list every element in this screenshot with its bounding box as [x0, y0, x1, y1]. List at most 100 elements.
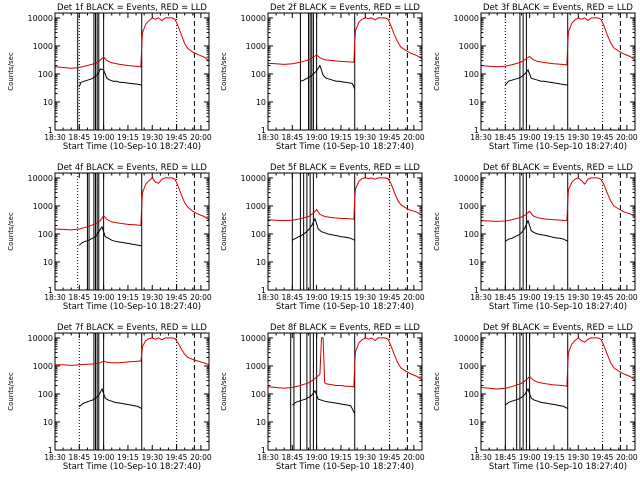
panel-title: Det 2f BLACK = Events, RED = LLD — [270, 3, 420, 13]
y-tick-label: 10000 — [241, 14, 266, 23]
panel-title: Det 9f BLACK = Events, RED = LLD — [483, 323, 633, 333]
x-tick-label: 19:15 — [330, 293, 352, 302]
x-axis-label: Start Time (10-Sep-10 18:27:40) — [63, 142, 201, 152]
x-tick-label: 18:30 — [257, 453, 279, 462]
y-tick-label: 100 — [464, 390, 479, 399]
series-line-lld — [55, 177, 209, 231]
y-tick-label: 1000 — [459, 42, 479, 51]
y-tick-label: 10 — [256, 258, 266, 267]
axes-frame — [480, 332, 636, 451]
y-tick-label: 10000 — [241, 174, 266, 183]
y-tick-label: 10 — [43, 258, 53, 267]
x-tick-label: 20:00 — [403, 453, 425, 462]
y-tick-label: 1000 — [246, 202, 266, 211]
x-tick-label: 19:00 — [93, 453, 115, 462]
x-axis-label: Start Time (10-Sep-10 18:27:40) — [276, 302, 414, 312]
x-tick-label: 19:30 — [567, 133, 589, 142]
y-axis-label: Counts/sec — [433, 372, 441, 411]
y-tick-label: 10000 — [28, 14, 53, 23]
y-tick-label: 10000 — [241, 334, 266, 343]
series-line-events — [504, 387, 568, 410]
x-axis-label: Start Time (10-Sep-10 18:27:40) — [489, 142, 627, 152]
y-tick-label: 1 — [474, 126, 479, 135]
x-tick-label: 18:45 — [495, 133, 517, 142]
x-tick-label: 19:15 — [543, 453, 565, 462]
x-tick-label: 19:00 — [519, 293, 541, 302]
y-axis-label: Counts/sec — [7, 212, 15, 251]
axes-frame — [267, 332, 423, 451]
detector-panel: 1 10 100 1000 10000 18:30 18:45 19:00 19:15 19:30… — [7, 163, 212, 312]
y-tick-label: 10000 — [454, 174, 479, 183]
series-line-events — [300, 64, 356, 89]
detector-panel: 1 10 100 1000 10000 18:30 18:45 19:00 19:15 19:30… — [433, 163, 638, 312]
detector-panel: 1 10 100 1000 10000 18:30 18:45 19:00 19:15 19:30… — [433, 3, 638, 152]
x-tick-label: 20:00 — [190, 453, 212, 462]
y-tick-label: 10 — [469, 258, 479, 267]
panel-title: Det 7f BLACK = Events, RED = LLD — [57, 323, 207, 333]
detector-panel: 1 10 100 1000 10000 18:30 18:45 19:00 19:15 19:30… — [220, 323, 425, 472]
x-tick-label: 19:45 — [379, 133, 401, 142]
y-tick-label: 1 — [261, 446, 266, 455]
series-line-lld — [481, 337, 635, 390]
series-line-events — [78, 225, 142, 247]
y-axis-label: Counts/sec — [220, 212, 228, 251]
plot-area — [481, 173, 635, 290]
x-tick-label: 19:00 — [93, 293, 115, 302]
x-tick-label: 18:30 — [257, 133, 279, 142]
y-tick-label: 10 — [469, 418, 479, 427]
axes-frame — [480, 12, 636, 131]
y-tick-label: 100 — [251, 230, 266, 239]
panel-title: Det 1f BLACK = Events, RED = LLD — [57, 3, 207, 13]
y-tick-label: 10000 — [454, 14, 479, 23]
x-tick-label: 19:30 — [354, 133, 376, 142]
y-tick-label: 1000 — [246, 362, 266, 371]
x-axis-label: Start Time (10-Sep-10 18:27:40) — [489, 302, 627, 312]
x-tick-label: 19:15 — [330, 133, 352, 142]
x-tick-label: 19:45 — [592, 133, 614, 142]
x-tick-label: 20:00 — [190, 133, 212, 142]
y-tick-label: 1 — [261, 286, 266, 295]
axes-frame — [267, 12, 423, 131]
x-tick-label: 19:30 — [141, 133, 163, 142]
x-tick-label: 19:00 — [519, 133, 541, 142]
series-line-lld — [268, 337, 422, 389]
axes-frame — [54, 332, 210, 451]
y-axis-label: Counts/sec — [7, 52, 15, 91]
y-tick-label: 100 — [38, 70, 53, 79]
panel-title: Det 4f BLACK = Events, RED = LLD — [57, 163, 207, 173]
y-tick-label: 10 — [256, 418, 266, 427]
y-tick-label: 1 — [474, 446, 479, 455]
y-axis-label: Counts/sec — [220, 52, 228, 91]
y-tick-label: 10 — [256, 98, 266, 107]
y-tick-label: 100 — [251, 390, 266, 399]
y-axis-label: Counts/sec — [433, 52, 441, 91]
y-tick-label: 1000 — [33, 202, 53, 211]
x-tick-label: 19:45 — [166, 133, 188, 142]
x-tick-label: 18:30 — [470, 133, 492, 142]
detector-panel: 1 10 100 1000 10000 18:30 18:45 19:00 19:15 19:30… — [7, 3, 212, 152]
x-tick-label: 19:00 — [519, 453, 541, 462]
x-tick-label: 19:00 — [93, 133, 115, 142]
y-tick-label: 10000 — [454, 334, 479, 343]
plot-area — [268, 13, 422, 130]
series-line-lld — [481, 17, 635, 68]
plot-area — [268, 173, 422, 290]
y-tick-label: 100 — [38, 390, 53, 399]
y-tick-label: 10 — [469, 98, 479, 107]
x-axis-label: Start Time (10-Sep-10 18:27:40) — [489, 462, 627, 472]
y-tick-label: 100 — [464, 230, 479, 239]
x-tick-label: 19:15 — [117, 133, 139, 142]
detector-panel: 1 10 100 1000 10000 18:30 18:45 19:00 19:15 19:30… — [7, 323, 212, 472]
detector-panel: 1 10 100 1000 10000 18:30 18:45 19:00 19:15 19:30… — [220, 163, 425, 312]
series-line-events — [78, 68, 142, 87]
plot-area — [268, 333, 422, 450]
series-line-lld — [268, 17, 422, 65]
x-axis-label: Start Time (10-Sep-10 18:27:40) — [276, 462, 414, 472]
y-tick-label: 1 — [474, 286, 479, 295]
series-line-events — [78, 387, 142, 410]
detector-panel: 1 10 100 1000 10000 18:30 18:45 19:00 19:15 19:30… — [433, 323, 638, 472]
y-tick-label: 1 — [48, 286, 53, 295]
x-tick-label: 18:45 — [69, 453, 91, 462]
axes-frame — [54, 172, 210, 291]
